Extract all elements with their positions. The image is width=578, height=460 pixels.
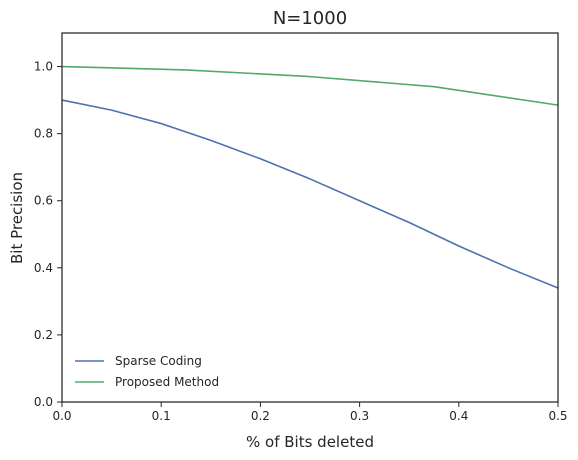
x-tick-label: 0.1	[152, 409, 171, 423]
x-tick-label: 0.0	[52, 409, 71, 423]
y-tick-label: 1.0	[34, 60, 53, 74]
plot-frame	[61, 32, 559, 403]
x-tick-label: 0.3	[350, 409, 369, 423]
legend-label: Sparse Coding	[115, 354, 202, 368]
ticks-layer: 0.0 0.1 0.2 0.3 0.4 0.5 0.0 0.2 0.4 0.6 0.8 1.0	[34, 60, 568, 423]
x-tick-label: 0.5	[548, 409, 567, 423]
y-tick-label: 0.2	[34, 328, 53, 342]
series-line-sparse-coding	[61, 99, 559, 289]
lines-layer	[61, 65, 559, 289]
legend-label: Proposed Method	[115, 375, 219, 389]
chart-title: N=1000	[273, 8, 347, 29]
y-tick-label: 0.4	[34, 261, 53, 275]
series-line-proposed-method	[61, 65, 559, 106]
y-tick-label: 0.8	[34, 127, 53, 141]
x-axis-label: % of Bits deleted	[246, 433, 374, 451]
y-tick-label: 0.0	[34, 395, 53, 409]
x-tick-label: 0.4	[449, 409, 468, 423]
y-axis-label: Bit Precision	[8, 172, 26, 264]
x-tick-label: 0.2	[251, 409, 270, 423]
legend: Sparse Coding Proposed Method	[75, 354, 219, 389]
y-tick-label: 0.6	[34, 194, 53, 208]
